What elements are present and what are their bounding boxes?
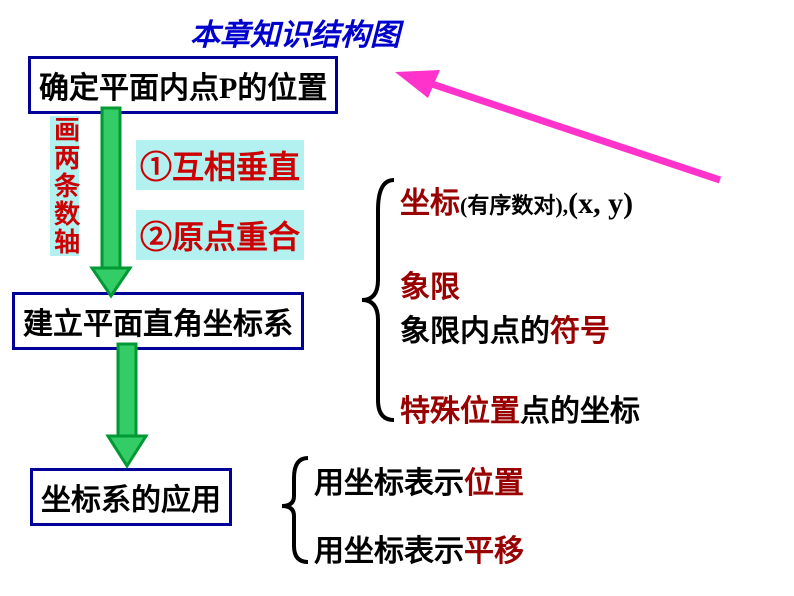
pink-arrow: [395, 70, 720, 180]
item-special-points: 特殊位置点的坐标: [400, 386, 640, 430]
vertical-label-axes: 画两条数轴: [50, 116, 79, 256]
page-title: 本章知识结构图: [190, 10, 400, 54]
item-quadrant: 象限: [400, 262, 460, 306]
green-arrow-1: [92, 108, 130, 296]
box-establish-system: 建立平面直角坐标系: [12, 292, 304, 350]
condition-perpendicular: ①互相垂直: [136, 140, 304, 190]
condition-origin: ②原点重合: [136, 210, 304, 260]
item-coordinate: 坐标(有序数对),(x, y): [400, 178, 633, 222]
brace-large: [362, 180, 394, 420]
item-represent-position: 用坐标表示位置: [314, 458, 524, 502]
green-arrow-2: [108, 344, 146, 466]
item-quadrant-sign: 象限内点的符号: [400, 306, 610, 350]
box-determine-point: 确定平面内点P的位置: [28, 56, 338, 114]
box-application: 坐标系的应用: [30, 468, 232, 526]
brace-small: [282, 458, 308, 562]
item-represent-translation: 用坐标表示平移: [314, 526, 524, 570]
